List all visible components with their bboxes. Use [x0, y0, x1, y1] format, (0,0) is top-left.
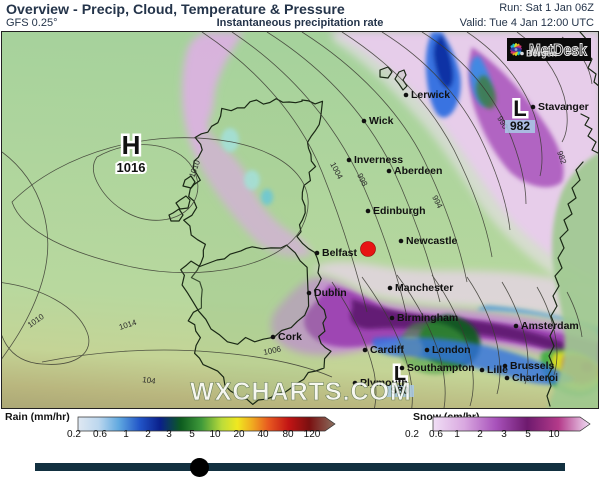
- svg-text:982: 982: [510, 119, 530, 133]
- svg-text:Brussels: Brussels: [510, 360, 555, 372]
- svg-text:Bergen: Bergen: [526, 49, 557, 59]
- svg-text:Edinburgh: Edinburgh: [373, 205, 426, 217]
- svg-text:Manchester: Manchester: [395, 282, 453, 294]
- svg-text:Southampton: Southampton: [407, 362, 475, 374]
- svg-text:Wick: Wick: [369, 115, 394, 127]
- svg-text:1016: 1016: [117, 160, 146, 175]
- svg-text:Lille: Lille: [487, 364, 508, 376]
- svg-text:Lerwick: Lerwick: [411, 89, 450, 101]
- svg-text:L: L: [513, 96, 526, 121]
- svg-text:Belfast: Belfast: [322, 247, 358, 259]
- svg-text:Charleroi: Charleroi: [512, 372, 558, 384]
- svg-text:Newcastle: Newcastle: [406, 235, 458, 247]
- svg-text:Cork: Cork: [278, 331, 302, 343]
- svg-text:H: H: [122, 130, 141, 160]
- svg-text:Birmingham: Birmingham: [397, 312, 458, 324]
- svg-text:Cardiff: Cardiff: [370, 344, 404, 356]
- svg-text:WXCHARTS.COM: WXCHARTS.COM: [190, 378, 412, 406]
- svg-text:Stavanger: Stavanger: [538, 101, 589, 113]
- svg-text:Amsterdam: Amsterdam: [521, 320, 579, 332]
- svg-text:104: 104: [142, 375, 157, 386]
- svg-text:Aberdeen: Aberdeen: [394, 165, 442, 177]
- svg-text:London: London: [432, 344, 470, 356]
- svg-text:Dublin: Dublin: [314, 287, 347, 299]
